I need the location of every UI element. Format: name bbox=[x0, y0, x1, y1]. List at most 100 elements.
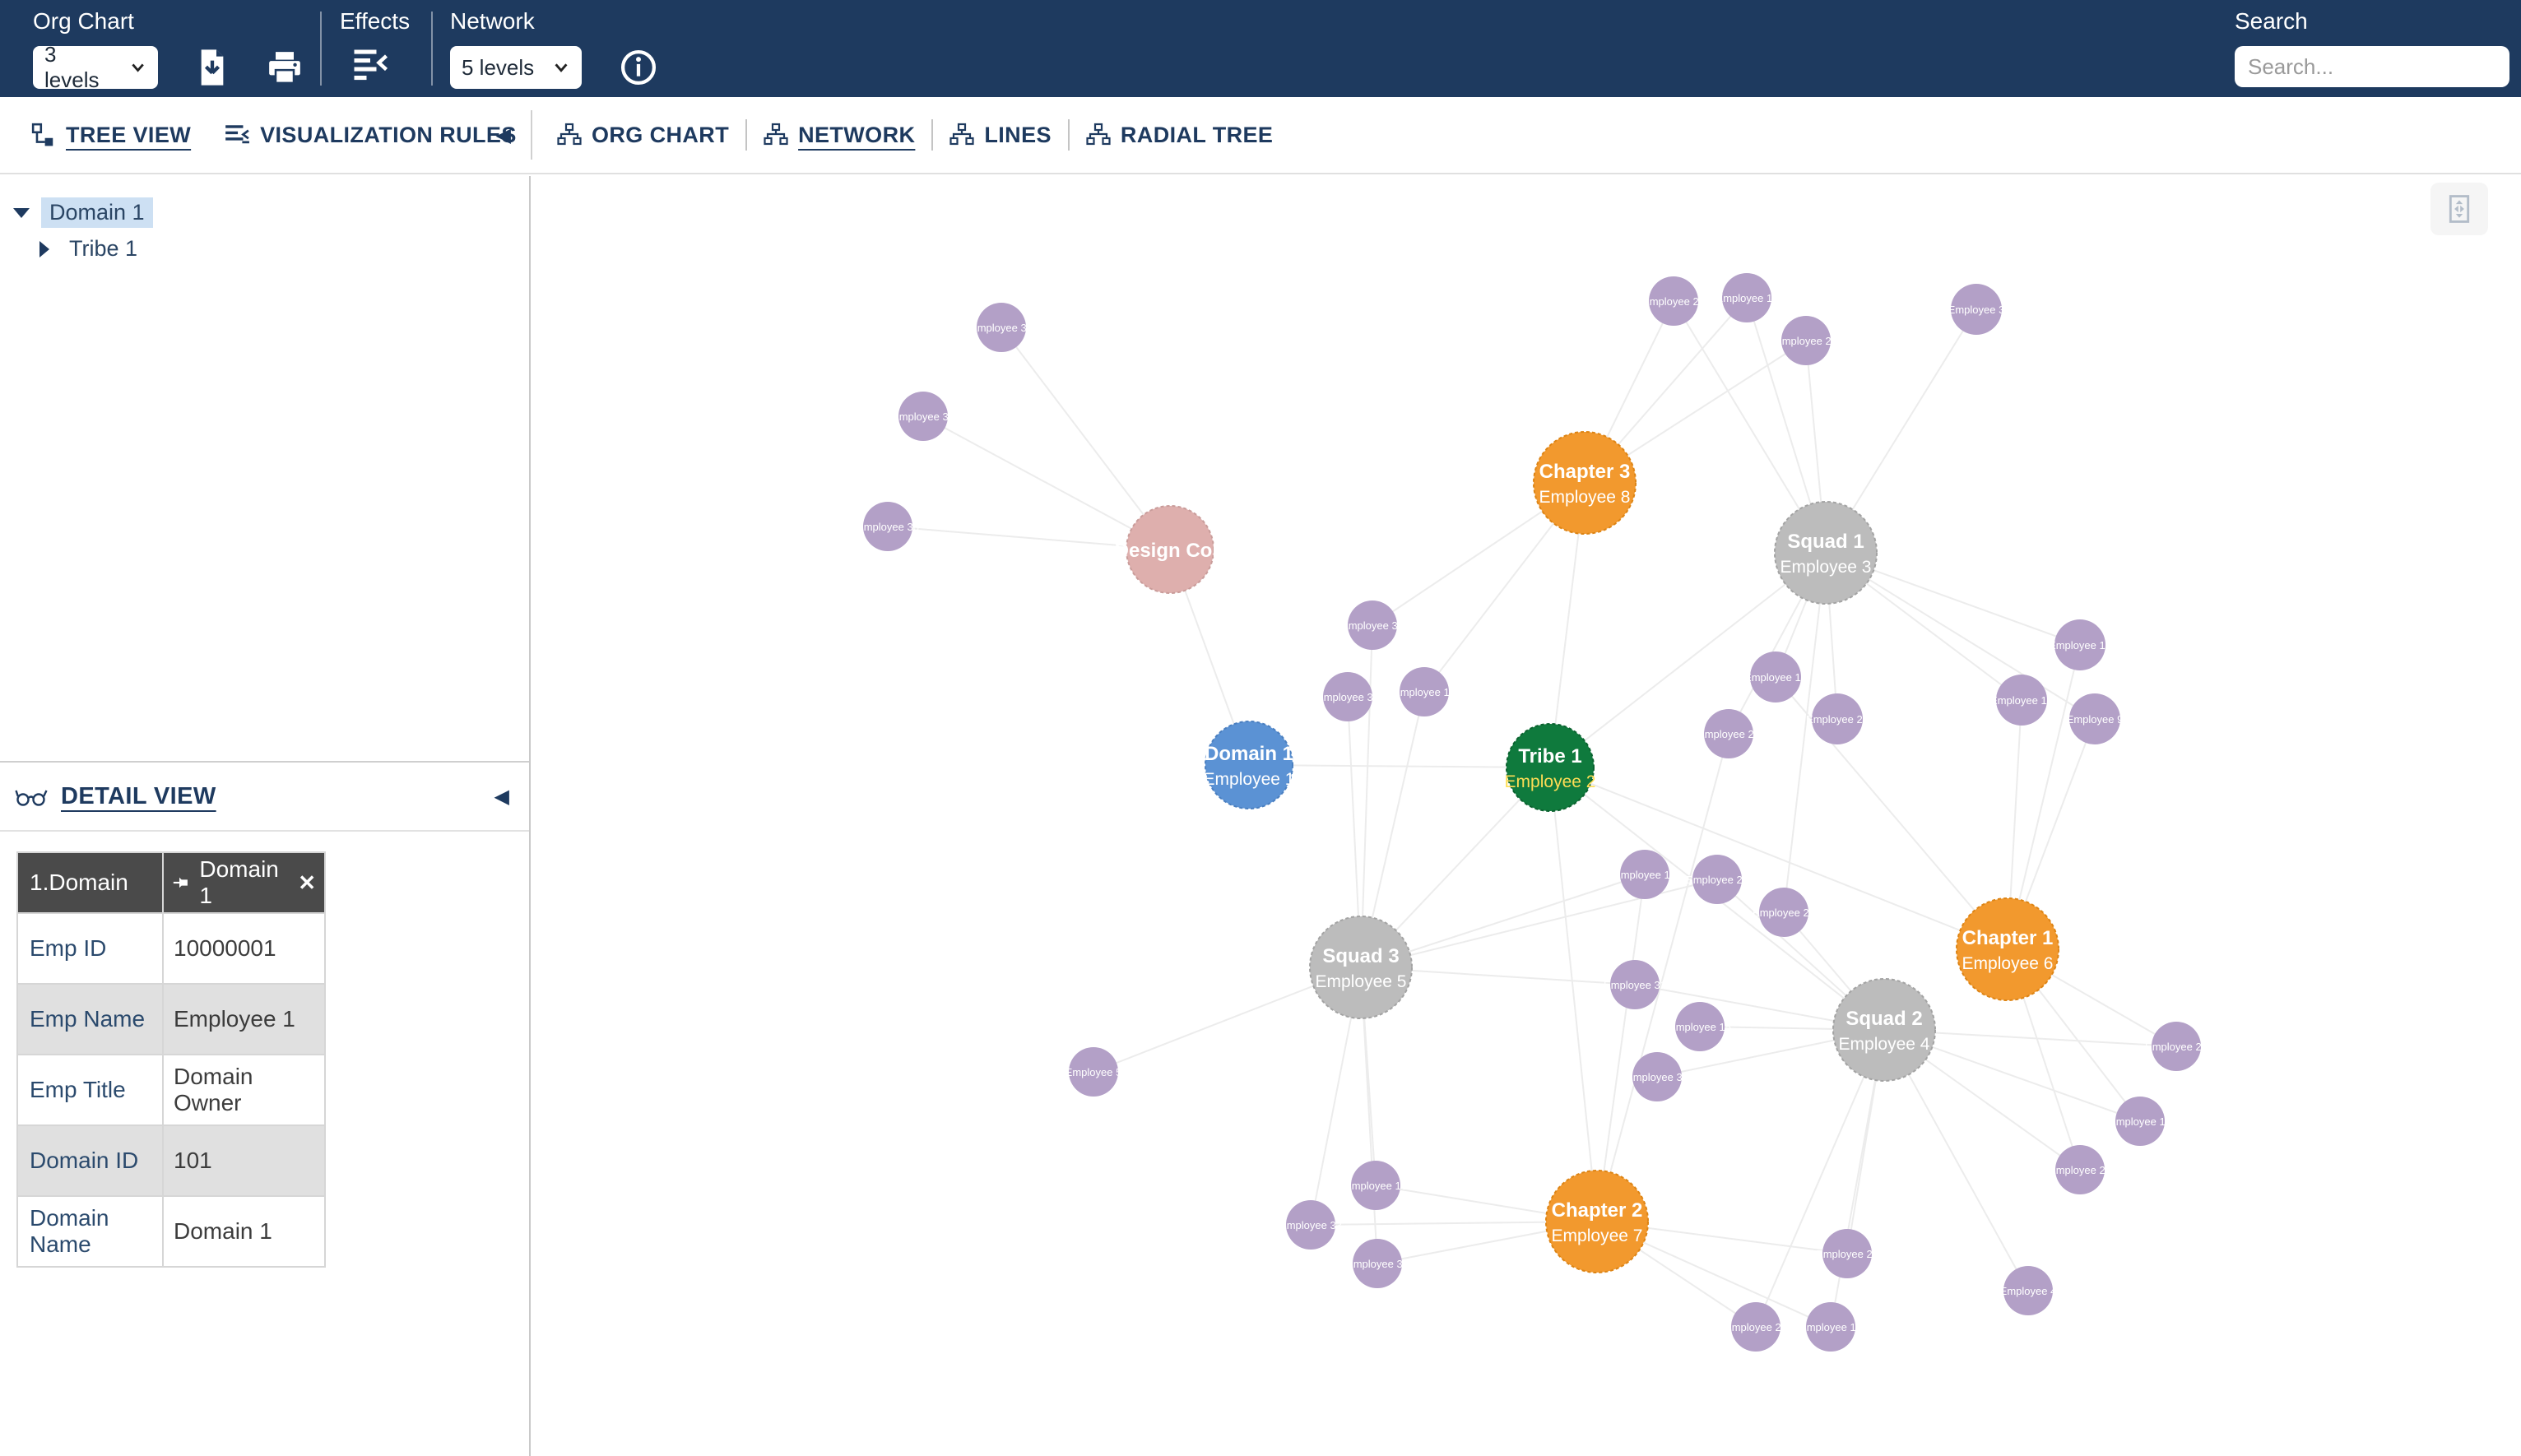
detail-view-header: DETAIL VIEW ◀ bbox=[0, 763, 529, 832]
graph-node-e37[interactable]: Employee 37 bbox=[970, 303, 1033, 352]
graph-node-e26[interactable]: Employee 26 bbox=[1816, 1229, 1878, 1278]
network-levels-select[interactable]: 5 levels bbox=[450, 46, 582, 89]
graph-node-e3[interactable]: Employee 3 bbox=[1948, 284, 2005, 335]
graph-node-e38[interactable]: Employee 38 bbox=[857, 502, 919, 551]
graph-node-e24[interactable]: Employee 24 bbox=[2145, 1022, 2208, 1071]
tab-lines[interactable]: LINES bbox=[933, 123, 1068, 148]
graph-edge bbox=[1001, 327, 1171, 550]
radial-tree-icon bbox=[1086, 123, 1111, 146]
graph-node-chapter2[interactable]: Chapter 2 Employee 7 bbox=[1545, 1170, 1649, 1273]
svg-text:Squad 2: Squad 2 bbox=[1845, 1008, 1922, 1030]
graph-node-e14[interactable]: Employee 14 bbox=[1744, 651, 1807, 702]
tree-item-domain-1-label[interactable]: Domain 1 bbox=[41, 197, 153, 228]
graph-node-tribe1[interactable]: Tribe 1 Employee 2 bbox=[1505, 723, 1596, 812]
caret-down-icon[interactable] bbox=[13, 207, 30, 218]
graph-node-squad2[interactable]: Squad 2 Employee 4 bbox=[1832, 978, 1936, 1082]
graph-node-e12[interactable]: Employee 12 bbox=[2109, 1097, 2171, 1146]
graph-edge bbox=[1360, 624, 1373, 968]
table-row: Emp Name Employee 1 bbox=[16, 983, 326, 1055]
graph-node-e18[interactable]: Employee 18 bbox=[1990, 675, 2053, 726]
graph-node-e19[interactable]: Employee 19 bbox=[2049, 619, 2111, 670]
graph-edge bbox=[1783, 552, 1827, 913]
tab-separator bbox=[931, 119, 934, 151]
graph-node-e25[interactable]: Employee 25 bbox=[2049, 1145, 2111, 1194]
graph-node-e21[interactable]: Employee 21 bbox=[1686, 855, 1748, 904]
collapse-detail-view-icon[interactable]: ◀ bbox=[494, 785, 509, 808]
tab-radial-tree[interactable]: RADIAL TREE bbox=[1070, 123, 1289, 148]
tab-tree-view[interactable]: TREE VIEW bbox=[15, 123, 207, 148]
graph-node-e36[interactable]: Employee 36 bbox=[892, 392, 954, 441]
graph-node-e11[interactable]: Employee 11 bbox=[1716, 273, 1778, 322]
print-icon[interactable] bbox=[267, 49, 303, 86]
graph-node-e28[interactable]: Employee 28 bbox=[1697, 709, 1760, 758]
tab-visualization-rules[interactable]: VISUALIZATION RULES bbox=[207, 123, 533, 148]
search-input[interactable] bbox=[2235, 46, 2509, 87]
effects-section-label: Effects bbox=[340, 8, 411, 34]
tab-org-chart[interactable]: ORG CHART bbox=[541, 123, 745, 148]
graph-node-e10[interactable]: Employee 10 bbox=[1613, 850, 1676, 899]
org-chart-levels-select[interactable]: 3 levels bbox=[33, 42, 158, 92]
info-icon[interactable] bbox=[620, 49, 657, 86]
detail-view-title[interactable]: DETAIL VIEW bbox=[61, 782, 216, 809]
graph-node-squad1[interactable]: Squad 1 Employee 3 bbox=[1774, 501, 1878, 605]
graph-node-e9[interactable]: Employee 9 bbox=[2067, 693, 2124, 744]
row-label: Emp Name bbox=[16, 983, 164, 1055]
graph-node-e5[interactable]: Employee 5 bbox=[1066, 1047, 1122, 1097]
tab-network[interactable]: NETWORK bbox=[747, 123, 931, 148]
graph-node-e34[interactable]: Employee 34 bbox=[1341, 600, 1404, 650]
svg-text:Employee 1: Employee 1 bbox=[1204, 770, 1295, 789]
svg-text:Employee 35: Employee 35 bbox=[1316, 691, 1379, 703]
graph-node-e13[interactable]: Employee 13 bbox=[1799, 1302, 1862, 1352]
effects-icon[interactable] bbox=[351, 46, 389, 81]
svg-text:Employee 9: Employee 9 bbox=[2067, 713, 2124, 726]
svg-text:Employee 19: Employee 19 bbox=[2049, 639, 2111, 651]
close-icon[interactable]: ✕ bbox=[298, 869, 316, 895]
pin-icon[interactable] bbox=[172, 872, 191, 893]
graph-node-designcoe[interactable]: Design CoE bbox=[1115, 505, 1226, 594]
svg-text:Employee 32: Employee 32 bbox=[1346, 1258, 1409, 1270]
graph-node-domain1[interactable]: Domain 1 Employee 1 bbox=[1204, 721, 1295, 809]
graph-edge bbox=[1596, 874, 1646, 1222]
graph-node-e22[interactable]: Employee 22 bbox=[1775, 316, 1837, 365]
svg-text:Design CoE: Design CoE bbox=[1115, 540, 1226, 562]
graph-edge bbox=[2007, 644, 2081, 950]
graph-node-e32[interactable]: Employee 32 bbox=[1346, 1239, 1409, 1288]
svg-text:Employee 4: Employee 4 bbox=[1839, 1035, 1930, 1054]
collapse-left-panel-icon[interactable]: ◀ bbox=[495, 123, 511, 146]
tab-separator bbox=[745, 119, 748, 151]
caret-right-icon[interactable] bbox=[39, 240, 49, 257]
graph-node-e15[interactable]: Employee 15 bbox=[1669, 1002, 1731, 1051]
svg-text:Chapter 2: Chapter 2 bbox=[1552, 1199, 1643, 1222]
chevron-down-icon bbox=[132, 63, 144, 72]
graph-node-e29[interactable]: Employee 29 bbox=[1806, 693, 1869, 744]
table-row: Domain ID 101 bbox=[16, 1124, 326, 1197]
graph-node-e16[interactable]: Employee 16 bbox=[1344, 1161, 1407, 1210]
graph-node-chapter1[interactable]: Chapter 1 Employee 6 bbox=[1956, 897, 2059, 1001]
graph-node-e20[interactable]: Employee 20 bbox=[1753, 888, 1815, 937]
svg-text:Squad 3: Squad 3 bbox=[1322, 945, 1399, 967]
graph-node-e35[interactable]: Employee 35 bbox=[1316, 672, 1379, 721]
graph-node-e17[interactable]: Employee 17 bbox=[1393, 667, 1455, 716]
download-icon[interactable] bbox=[196, 48, 229, 87]
tree-item-domain-1[interactable]: Domain 1 bbox=[13, 197, 153, 228]
fit-view-button[interactable] bbox=[2430, 183, 2488, 235]
svg-text:Employee 5: Employee 5 bbox=[1066, 1066, 1122, 1078]
tree-item-tribe-1[interactable]: Tribe 1 bbox=[39, 234, 146, 264]
graph-node-e31[interactable]: Employee 31 bbox=[1604, 960, 1666, 1009]
network-section-label: Network bbox=[450, 8, 535, 34]
detail-table-pinned-value: Domain 1 bbox=[199, 856, 279, 908]
visualization-rules-icon bbox=[225, 125, 250, 144]
graph-node-e23[interactable]: Employee 23 bbox=[1642, 276, 1705, 326]
tab-lines-label: LINES bbox=[984, 122, 1052, 147]
graph-node-e33[interactable]: Employee 33 bbox=[1279, 1200, 1342, 1250]
graph-node-e27[interactable]: Employee 27 bbox=[1725, 1302, 1787, 1352]
graph-node-squad3[interactable]: Squad 3 Employee 5 bbox=[1309, 916, 1413, 1019]
graph-node-chapter3[interactable]: Chapter 3 Employee 8 bbox=[1533, 431, 1637, 535]
svg-text:Domain 1: Domain 1 bbox=[1205, 743, 1293, 765]
graph-node-e30[interactable]: Employee 30 bbox=[1626, 1052, 1688, 1101]
tree-item-tribe-1-label[interactable]: Tribe 1 bbox=[69, 236, 138, 261]
graph-node-e4[interactable]: Employee 4 bbox=[2000, 1266, 2057, 1315]
svg-text:Employee 18: Employee 18 bbox=[1990, 694, 2053, 707]
top-toolbar: Org Chart 3 levels bbox=[0, 0, 2521, 97]
graph-edge bbox=[922, 415, 1171, 550]
